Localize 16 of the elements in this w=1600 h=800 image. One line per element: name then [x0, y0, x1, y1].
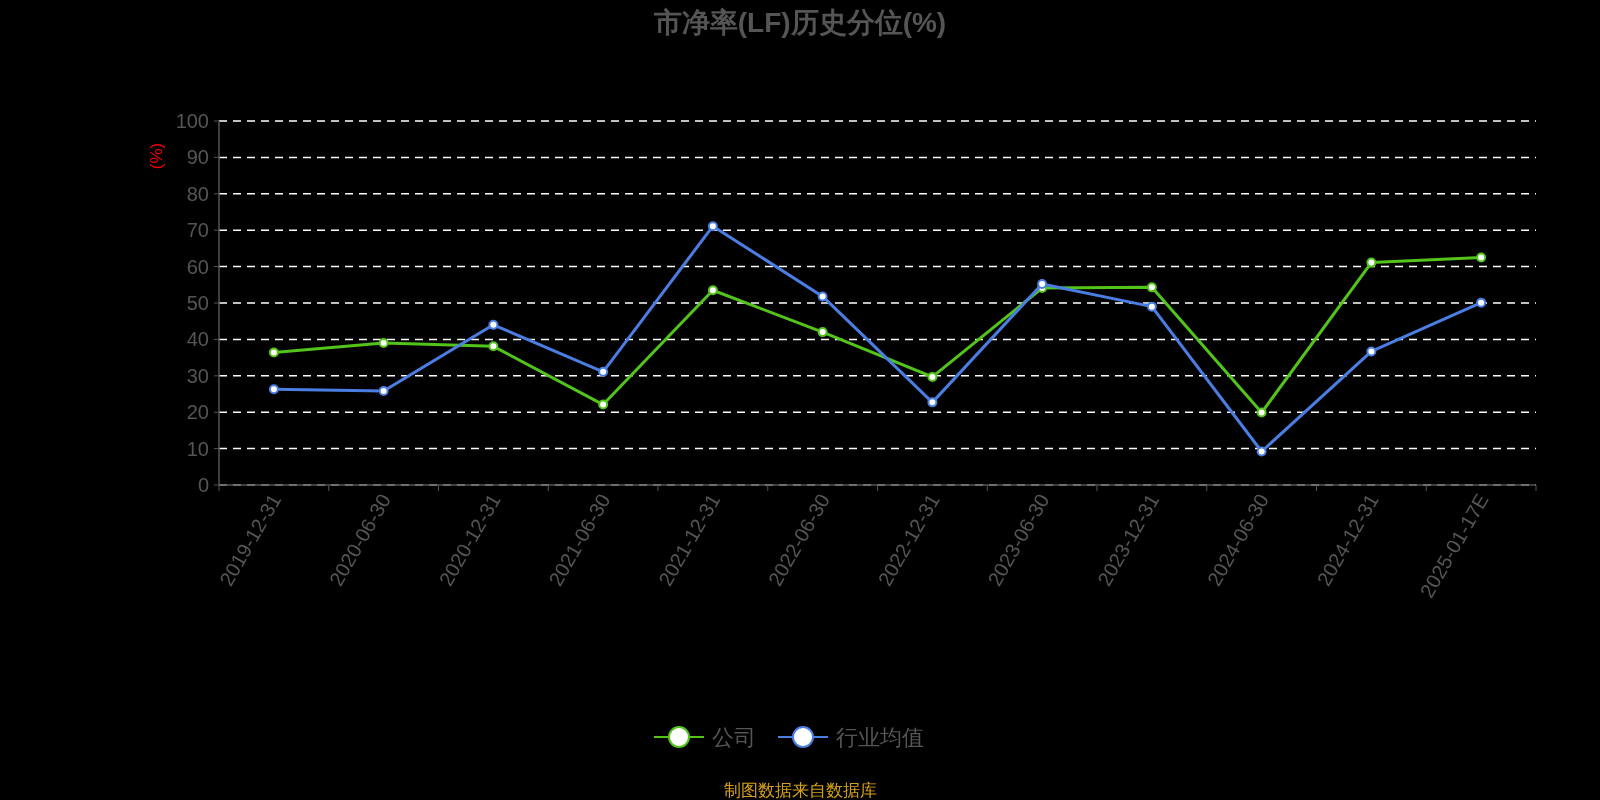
y-tick-label: 40 [186, 328, 209, 351]
y-tick-label: 60 [186, 255, 209, 278]
y-tick-label: 20 [186, 401, 209, 424]
y-tick-label: 0 [197, 474, 209, 496]
chart-title: 市净率(LF)历史分位(%) [652, 7, 947, 38]
y-tick-label: 50 [186, 292, 209, 314]
legend-label: 行业均值 [836, 725, 924, 750]
y-tick-label: 100 [175, 110, 209, 132]
y-tick-label: 90 [186, 146, 209, 169]
y-tick-label: 30 [186, 364, 209, 387]
text: 制图数据来自数据库 [723, 781, 877, 800]
y-tick-label: 10 [186, 437, 209, 460]
legend-label: 公司 [712, 725, 756, 750]
y-tick-label: 80 [186, 182, 209, 205]
y-axis-title: (%) [147, 142, 166, 170]
y-tick-label: 70 [186, 219, 209, 242]
